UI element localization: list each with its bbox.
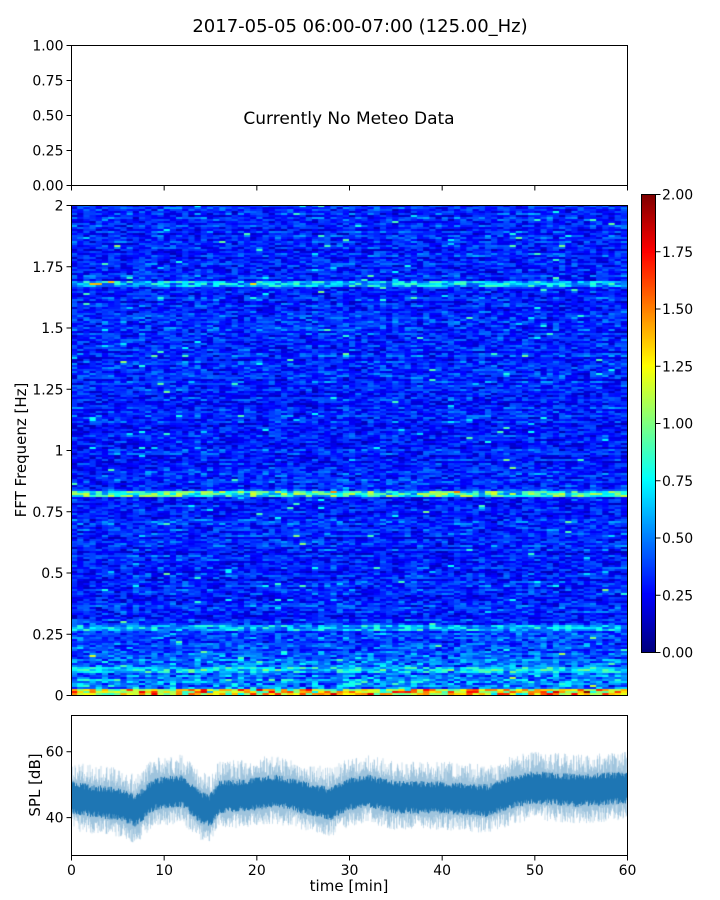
spl-xtick-label: 10 bbox=[155, 863, 173, 879]
spl-xtick-label: 30 bbox=[341, 863, 359, 879]
spectrogram-ytick-label: 0.25 bbox=[32, 627, 63, 643]
meteo-ytick-label: 0.25 bbox=[32, 144, 63, 160]
spectrogram-ylabel: FFT Frequenz [Hz] bbox=[12, 383, 30, 518]
colorbar-tick-label: 1.50 bbox=[662, 302, 693, 318]
spectrogram-image bbox=[71, 205, 627, 695]
meteo-ytick-label: 0.00 bbox=[32, 179, 63, 195]
colorbar-tick-label: 1.00 bbox=[662, 417, 693, 433]
spectrogram-ytick-label: 1.5 bbox=[41, 321, 63, 337]
colorbar-tick-label: 1.75 bbox=[662, 245, 693, 261]
meteo-message: Currently No Meteo Data bbox=[243, 109, 454, 129]
spl-xtick-label: 0 bbox=[67, 863, 76, 879]
spectrogram-ytick-label: 2 bbox=[55, 199, 64, 215]
spl-ylabel: SPL [dB] bbox=[26, 753, 44, 816]
spectrogram-ytick-label: 0 bbox=[55, 689, 64, 705]
spl-xtick-label: 60 bbox=[619, 863, 637, 879]
meteo-ytick-label: 0.50 bbox=[32, 109, 63, 125]
spl-xtick-label: 20 bbox=[248, 863, 266, 879]
colorbar-tick-label: 0.75 bbox=[662, 474, 693, 490]
colorbar-tick-label: 0.50 bbox=[662, 531, 693, 547]
colorbar-frame bbox=[641, 194, 656, 653]
spectrogram-ytick-label: 0.5 bbox=[41, 566, 63, 582]
figure-title: 2017-05-05 06:00-07:00 (125.00_Hz) bbox=[192, 16, 527, 37]
spectrogram-ytick-label: 1.25 bbox=[32, 382, 63, 398]
colorbar-tick-label: 1.25 bbox=[662, 359, 693, 375]
spl-line bbox=[71, 715, 627, 855]
spectrogram-axes bbox=[71, 205, 628, 696]
meteo-ytick-label: 0.75 bbox=[32, 74, 63, 90]
spl-ytick-label: 60 bbox=[46, 745, 64, 761]
colorbar-gradient bbox=[641, 194, 655, 652]
spl-xtick-label: 40 bbox=[433, 863, 451, 879]
meteo-ytick-label: 1.00 bbox=[32, 39, 63, 55]
colorbar-tick-label: 2.00 bbox=[662, 188, 693, 204]
colorbar-tick-label: 0.00 bbox=[662, 646, 693, 662]
spl-ytick-label: 40 bbox=[46, 811, 64, 827]
spl-xtick-label: 50 bbox=[526, 863, 544, 879]
spectrogram-ytick-label: 1 bbox=[55, 444, 64, 460]
spectrogram-ytick-label: 1.75 bbox=[32, 260, 63, 276]
spl-xlabel: time [min] bbox=[310, 877, 389, 895]
spectrogram-ytick-label: 0.75 bbox=[32, 505, 63, 521]
colorbar-tick-label: 0.25 bbox=[662, 588, 693, 604]
spl-axes bbox=[71, 715, 628, 856]
